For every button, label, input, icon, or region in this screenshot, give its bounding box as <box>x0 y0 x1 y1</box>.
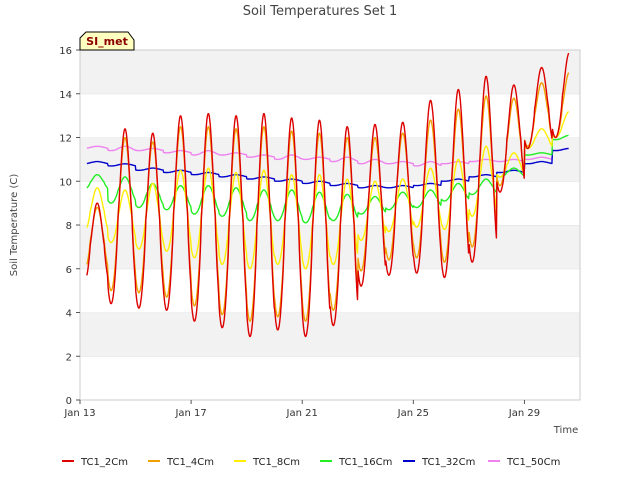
y-axis-label: Soil Temperature (C) <box>9 174 20 277</box>
y-tick-label: 14 <box>59 90 72 101</box>
legend-label: TC1_4Cm <box>166 457 214 468</box>
badge-shape <box>79 31 135 51</box>
badge-label: SI_met <box>86 35 128 48</box>
y-tick-label: 12 <box>59 134 72 145</box>
x-axis: Jan 13 Jan 17 Jan 21 Jan 25 Jan 29 <box>63 400 540 419</box>
series-line-tc1_16cm <box>86 134 569 224</box>
grid-bands <box>80 49 580 400</box>
y-tick-label: 4 <box>66 309 72 320</box>
legend-label: TC1_2Cm <box>80 457 128 468</box>
legend-label: TC1_32Cm <box>421 457 475 468</box>
grid-band <box>80 225 580 269</box>
series-line-tc1_32cm <box>86 147 569 189</box>
legend-label: TC1_50Cm <box>506 457 560 468</box>
y-tick-label: 8 <box>66 221 72 232</box>
y-tick-label: 6 <box>66 265 72 276</box>
y-tick-label: 16 <box>59 46 72 57</box>
legend-label: TC1_8Cm <box>252 457 300 468</box>
y-tick-label: 10 <box>59 177 72 188</box>
grid-band <box>80 50 580 94</box>
series-line-tc1_50cm <box>86 145 569 167</box>
y-axis: 0 2 4 6 8 10 12 14 16 <box>59 46 80 407</box>
legend-label: TC1_16Cm <box>338 457 392 468</box>
legend: TC1_2Cm TC1_4Cm TC1_8Cm TC1_16Cm TC1_32Cm TC1… <box>62 457 560 468</box>
x-tick-label: Jan 13 <box>63 408 95 419</box>
y-tick-label: 0 <box>66 396 72 407</box>
x-tick-label: Jan 21 <box>286 408 318 419</box>
x-tick-label: Jan 29 <box>508 408 540 419</box>
y-tick-label: 2 <box>66 352 72 363</box>
series-lines <box>86 52 570 338</box>
x-tick-label: Jan 17 <box>174 408 206 419</box>
series-line-tc1_8cm <box>86 111 570 270</box>
x-tick-label: Jan 25 <box>397 408 429 419</box>
chart-title: Soil Temperatures Set 1 <box>243 4 398 19</box>
grid-band <box>80 93 580 138</box>
x-axis-label: Time <box>553 425 578 436</box>
series-line-tc1_2cm <box>86 52 570 338</box>
station-badge: SI_met <box>79 31 135 51</box>
grid-band <box>80 312 580 357</box>
grid-band <box>80 356 580 400</box>
